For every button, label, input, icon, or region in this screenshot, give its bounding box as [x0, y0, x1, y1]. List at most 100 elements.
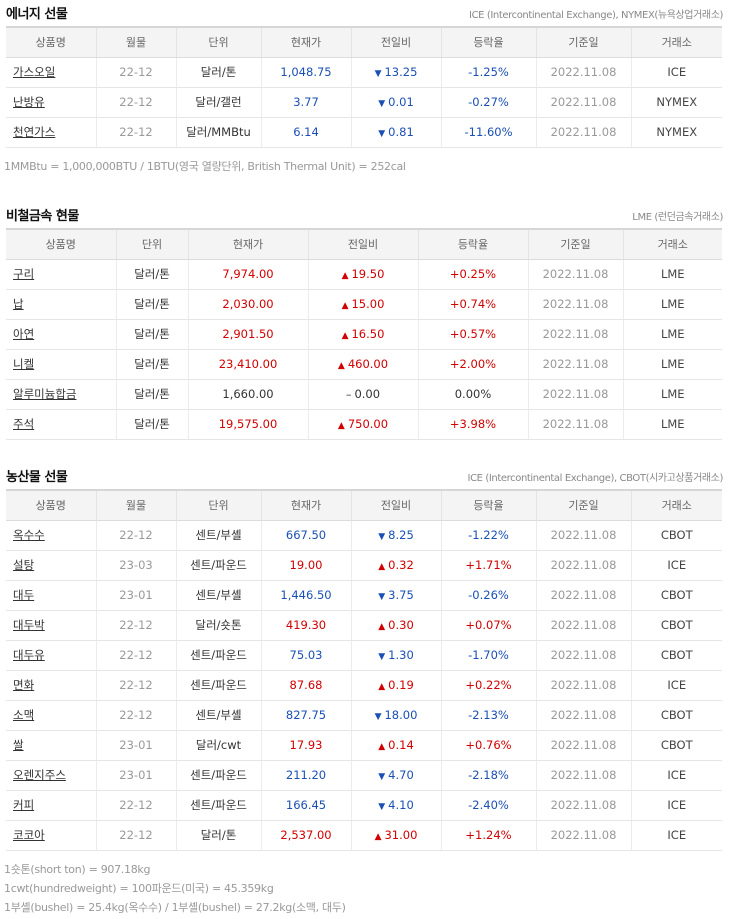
- commodity-name-cell: 쌀: [6, 730, 96, 761]
- arrow-down-icon: ▼: [378, 532, 386, 542]
- commodity-link[interactable]: 코코아: [13, 828, 45, 842]
- base-date: 2022.11.08: [535, 57, 631, 88]
- commodity-link[interactable]: 구리: [13, 267, 35, 281]
- footnote: 1부셸(bushel) = 25.4kg(옥수수) / 1부셸(bushel) …: [4, 900, 346, 914]
- commodity-link[interactable]: 납: [13, 297, 24, 311]
- unit-cell: 달러/톤: [115, 319, 188, 350]
- current-price: 2,537.00: [260, 820, 351, 851]
- table-row: 가스오일 22-12 달러/톤 1,048.75 ▼ 13.25 -1.25% 2022.11…: [6, 57, 722, 88]
- change-rate: +3.98%: [417, 409, 528, 440]
- commodity-link[interactable]: 대두: [13, 588, 35, 602]
- change-rate: -0.27%: [440, 87, 536, 118]
- current-price: 3.77: [260, 87, 351, 118]
- commodity-link[interactable]: 아연: [13, 327, 35, 341]
- base-date: 2022.11.08: [535, 87, 631, 118]
- price-change-value: 13.25: [384, 65, 418, 79]
- commodity-name-cell: 소맥: [6, 700, 96, 731]
- table-row: 납 달러/톤 2,030.00 ▲ 15.00 +0.74% 2022.11.08 LME: [6, 289, 722, 320]
- commodity-link[interactable]: 난방유: [13, 95, 45, 109]
- price-change: ▼ 0.81: [350, 117, 441, 148]
- base-date: 2022.11.08: [527, 289, 623, 320]
- price-change: ▼ 18.00: [350, 700, 441, 731]
- commodity-name-cell: 오렌지주스: [6, 760, 96, 791]
- unit-cell: 달러/톤: [115, 289, 188, 320]
- change-rate: -2.13%: [440, 700, 536, 731]
- change-rate: -1.25%: [440, 57, 536, 88]
- arrow-down-icon: ▼: [374, 712, 382, 722]
- commodity-name-cell: 대두유: [6, 640, 96, 671]
- base-date: 2022.11.08: [535, 640, 631, 671]
- metals-table: 상품명 단위 현재가 전일비 등락율 기준일 거래소 구리 달러/톤 7,974.00 ▲ 19.5…: [6, 228, 722, 440]
- unit-cell: 센트/파운드: [175, 790, 261, 821]
- exchange-cell: LME: [622, 259, 722, 290]
- base-date: 2022.11.08: [535, 790, 631, 821]
- commodity-link[interactable]: 가스오일: [13, 65, 56, 79]
- commodity-name-cell: 대두: [6, 580, 96, 611]
- price-change: ▲ 0.30: [350, 610, 441, 641]
- price-change-value: 16.50: [351, 327, 385, 341]
- unit-cell: 달러/갤런: [175, 87, 261, 118]
- arrow-down-icon: ▼: [378, 802, 386, 812]
- base-date: 2022.11.08: [527, 409, 623, 440]
- exchange-cell: CBOT: [630, 520, 722, 551]
- commodity-link[interactable]: 천연가스: [13, 125, 56, 139]
- column-header: 단위: [115, 229, 188, 260]
- exchange-cell: LME: [622, 319, 722, 350]
- commodity-link[interactable]: 대두박: [13, 618, 45, 632]
- price-change: ▲ 19.50: [307, 259, 418, 290]
- exchange-cell: LME: [622, 409, 722, 440]
- exchange-cell: CBOT: [630, 730, 722, 761]
- commodity-link[interactable]: 주석: [13, 417, 35, 431]
- base-date: 2022.11.08: [535, 550, 631, 581]
- contract-month: 22-12: [95, 670, 176, 701]
- section-title: 농산물 선물: [6, 470, 68, 485]
- commodity-link[interactable]: 소맥: [13, 708, 35, 722]
- footnote: 1MMBtu = 1,000,000BTU / 1BTU(영국 열량단위, Br…: [4, 159, 406, 173]
- dash-icon: –: [345, 388, 352, 401]
- commodity-link[interactable]: 커피: [13, 798, 35, 812]
- price-change-value: 0.81: [388, 125, 414, 139]
- price-change-value: 1.30: [388, 648, 414, 662]
- unit-cell: 달러/톤: [175, 820, 261, 851]
- commodity-name-cell: 니켈: [6, 349, 116, 380]
- commodity-link[interactable]: 오렌지주스: [13, 768, 66, 782]
- current-price: 2,901.50: [187, 319, 308, 350]
- commodity-link[interactable]: 대두유: [13, 648, 45, 662]
- commodity-link[interactable]: 면화: [13, 678, 35, 692]
- exchange-cell: ICE: [630, 57, 722, 88]
- change-rate: -2.40%: [440, 790, 536, 821]
- commodity-link[interactable]: 옥수수: [13, 528, 45, 542]
- price-change-value: 0.19: [388, 678, 414, 692]
- commodity-name-cell: 코코아: [6, 820, 96, 851]
- table-header-row: 상품명 월물 단위 현재가 전일비 등락율 기준일 거래소: [6, 490, 722, 521]
- base-date: 2022.11.08: [535, 700, 631, 731]
- energy-notes: 1MMBtu = 1,000,000BTU / 1BTU(영국 열량단위, Br…: [4, 158, 729, 177]
- arrow-down-icon: ▼: [378, 129, 386, 139]
- unit-cell: 달러/톤: [115, 379, 188, 410]
- exchange-cell: ICE: [630, 760, 722, 791]
- table-row: 천연가스 22-12 달러/MMBtu 6.14 ▼ 0.81 -11.60% 2022.11…: [6, 117, 722, 148]
- current-price: 667.50: [260, 520, 351, 551]
- exchange-cell: LME: [622, 349, 722, 380]
- commodity-link[interactable]: 알루미늄합금: [13, 387, 77, 401]
- base-date: 2022.11.08: [535, 117, 631, 148]
- exchange-cell: ICE: [630, 790, 722, 821]
- commodity-name-cell: 아연: [6, 319, 116, 350]
- arrow-down-icon: ▼: [378, 99, 386, 109]
- commodity-link[interactable]: 쌀: [13, 738, 24, 752]
- commodity-name-cell: 옥수수: [6, 520, 96, 551]
- change-rate: +0.74%: [417, 289, 528, 320]
- column-header: 거래소: [630, 27, 722, 58]
- energy-section: 에너지 선물 ICE (Intercontinental Exchange), …: [0, 0, 729, 177]
- price-change-value: 460.00: [347, 357, 389, 371]
- exchange-cell: CBOT: [630, 580, 722, 611]
- exchange-cell: CBOT: [630, 700, 722, 731]
- commodity-link[interactable]: 설탕: [13, 558, 35, 572]
- base-date: 2022.11.08: [527, 349, 623, 380]
- base-date: 2022.11.08: [527, 319, 623, 350]
- column-header: 기준일: [535, 490, 631, 521]
- arrow-down-icon: ▼: [378, 592, 386, 602]
- current-price: 166.45: [260, 790, 351, 821]
- exchange-cell: ICE: [630, 670, 722, 701]
- commodity-link[interactable]: 니켈: [13, 357, 35, 371]
